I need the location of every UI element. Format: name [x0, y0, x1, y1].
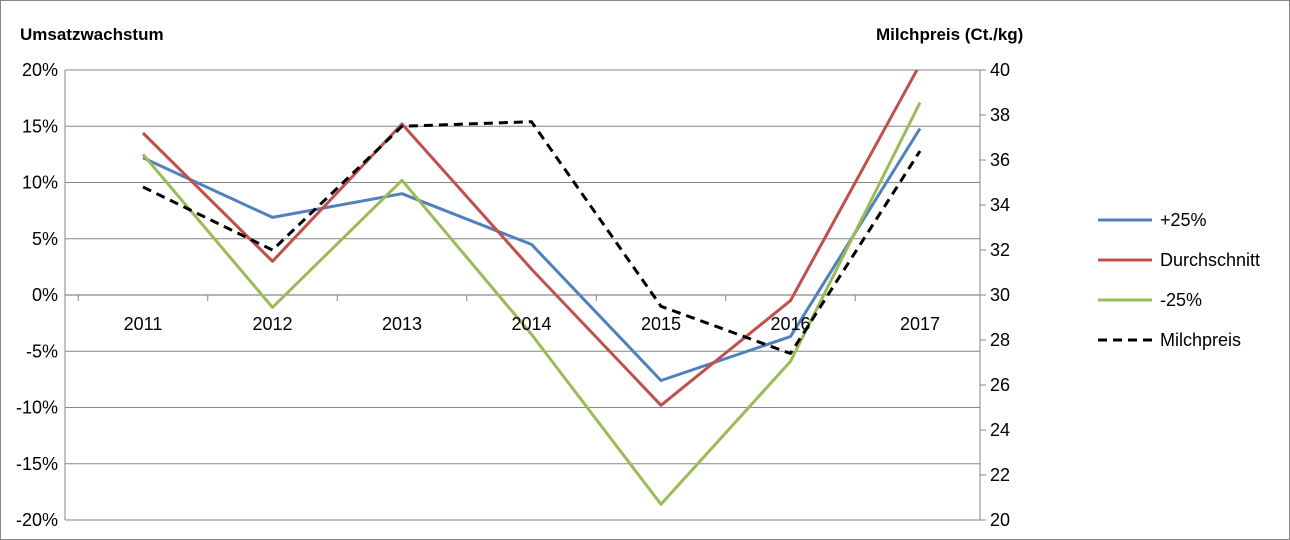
left-tick-label: 20%: [22, 60, 58, 80]
series-line-milchpreis: [142, 120, 922, 355]
right-tick-label: 30: [990, 285, 1010, 305]
right-tick-label: 32: [990, 240, 1010, 260]
right-tick-label: 22: [990, 465, 1010, 485]
x-tick-label: 2012: [252, 314, 292, 334]
legend-label: Durchschnitt: [1160, 250, 1260, 270]
left-tick-label: 0%: [32, 285, 58, 305]
x-tick-label: 2016: [770, 314, 810, 334]
series-line-25: [142, 127, 922, 382]
right-tick-label: 28: [990, 330, 1010, 350]
x-tick-label: 2011: [124, 314, 163, 334]
left-tick-label: 15%: [22, 116, 58, 136]
right-tick-label: 20: [990, 510, 1010, 530]
right-tick-label: 40: [990, 60, 1010, 80]
left-tick-label: -10%: [16, 398, 58, 418]
left-tick-label: -15%: [16, 454, 58, 474]
left-tick-label: 5%: [32, 229, 58, 249]
series-line-durchschnitt: [141, 70, 919, 407]
legend-label: -25%: [1160, 290, 1202, 310]
right-tick-label: 34: [990, 195, 1010, 215]
x-tick-label: 2015: [641, 314, 681, 334]
legend-label: Milchpreis: [1160, 330, 1241, 350]
right-tick-label: 26: [990, 375, 1010, 395]
x-tick-label: 2017: [900, 314, 940, 334]
right-tick-label: 24: [990, 420, 1010, 440]
x-tick-label: 2014: [511, 314, 551, 334]
legend: +25% Durchschnitt -25% Milchpreis: [1098, 210, 1260, 350]
series-lines: [141, 70, 922, 506]
left-tick-label: -20%: [16, 510, 58, 530]
legend-label: +25%: [1160, 210, 1207, 230]
right-tick-label: 38: [990, 105, 1010, 125]
series-line-25: [141, 101, 922, 506]
right-axis-title: Milchpreis (Ct./kg): [876, 25, 1023, 44]
x-tick-label: 2013: [382, 314, 422, 334]
tick-labels: -20% -15% -10% -5% 0% 5% 10% 15% 20% 20 22 24 26 28 30…: [16, 60, 1010, 530]
left-tick-label: 10%: [22, 173, 58, 193]
left-tick-label: -5%: [26, 341, 58, 361]
left-axis-title: Umsatzwachstum: [20, 25, 164, 44]
right-tick-label: 36: [990, 150, 1010, 170]
